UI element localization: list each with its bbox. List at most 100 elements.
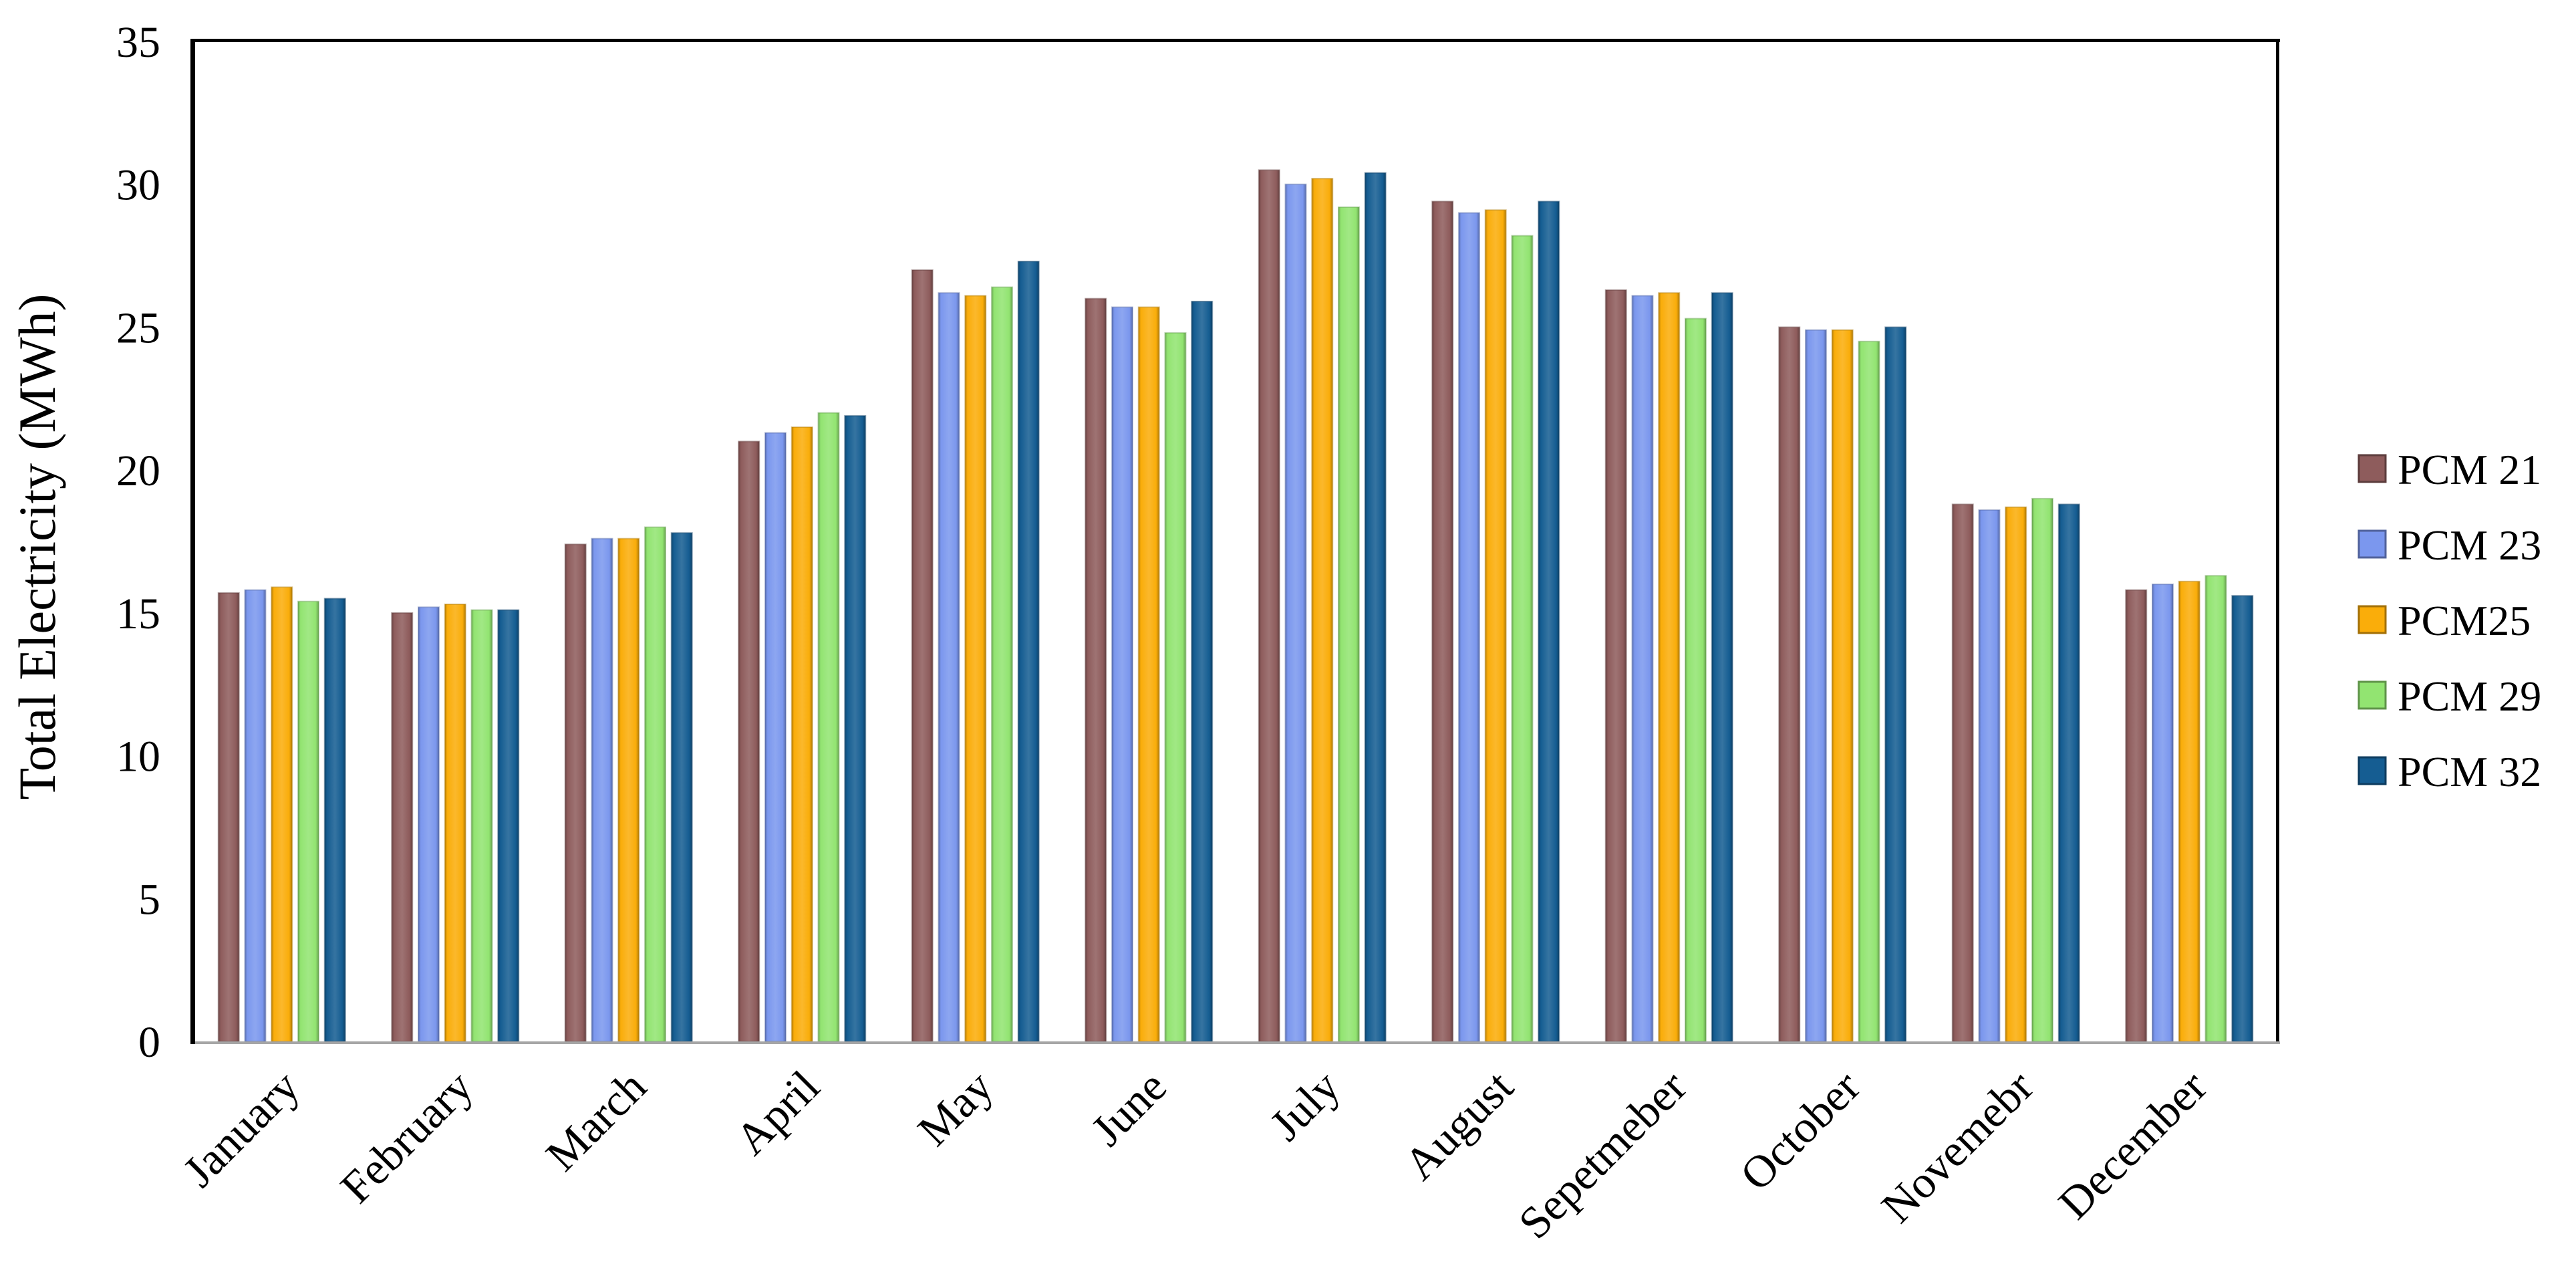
bar-february-pcm-21 [391,612,414,1042]
legend-swatch-pcm-23 [2357,529,2387,559]
bar-february-pcm-32 [497,609,520,1042]
bar-october-pcm-32 [1884,326,1907,1042]
bar-march-pcm-29 [644,526,666,1042]
y-tick-label-35: 35 [116,18,160,67]
bar-june-pcm-23 [1111,306,1133,1042]
bar-novemebr-pcm-23 [1978,509,2001,1042]
y-tick-label-25: 25 [116,303,160,352]
bar-june-pcm-32 [1191,300,1213,1043]
bar-october-pcm-21 [1778,326,1801,1042]
bar-december-pcm-21 [2125,589,2148,1042]
plot-top-border [191,39,2280,42]
plot-right-border [2276,39,2279,1043]
bar-december-pcm-23 [2152,584,2174,1042]
bar-april-pcm-23 [764,432,786,1042]
bar-novemebr-pcm25 [2005,506,2027,1042]
bar-january-pcm-32 [323,598,346,1042]
bar-june-pcm25 [1137,306,1160,1042]
legend-item-pcm25: PCM25 [2357,597,2531,644]
bar-sepetmeber-pcm-29 [1685,318,1707,1042]
legend: PCM 21 PCM 23 PCM25 PCM 29 PCM 32 [2357,446,2541,795]
legend-item-pcm-29: PCM 29 [2357,672,2541,720]
bar-july-pcm-21 [1258,169,1280,1043]
bar-june-pcm-29 [1164,332,1187,1043]
bar-june-pcm-21 [1085,297,1107,1043]
x-axis-label-may: May [908,1061,1003,1156]
y-tick-label-30: 30 [116,161,160,210]
bar-august-pcm25 [1484,209,1507,1042]
legend-item-pcm-21: PCM 21 [2357,446,2541,493]
x-axis-label-january: January [173,1061,309,1196]
x-axis-label-october: October [1730,1061,1870,1200]
bar-novemebr-pcm-32 [2057,503,2080,1042]
bar-january-pcm-23 [244,589,267,1042]
bar-october-pcm-23 [1805,329,1827,1043]
bar-april-pcm-21 [738,440,760,1042]
legend-label-pcm25: PCM25 [2398,597,2531,644]
x-axis-label-august: August [1394,1061,1523,1190]
bar-novemebr-pcm-21 [1951,503,1974,1042]
legend-swatch-pcm25 [2357,605,2387,634]
bar-july-pcm-29 [1338,206,1360,1042]
bar-october-pcm-29 [1858,340,1880,1042]
x-axis-label-march: March [536,1061,656,1180]
legend-label-pcm-23: PCM 23 [2398,521,2541,569]
bar-may-pcm-21 [911,269,934,1043]
bar-august-pcm-29 [1511,235,1534,1042]
legend-label-pcm-29: PCM 29 [2398,672,2541,720]
bar-may-pcm-32 [1017,261,1040,1042]
legend-swatch-pcm-21 [2357,454,2387,483]
bar-july-pcm25 [1311,178,1334,1042]
bar-march-pcm-32 [670,532,693,1042]
x-axis-label-july: July [1260,1061,1350,1150]
x-axis-label-sepetmeber: Sepetmeber [1509,1061,1697,1249]
bar-sepetmeber-pcm-32 [1711,292,1733,1042]
x-axis-line [191,1041,2280,1044]
bar-may-pcm-29 [991,286,1013,1043]
y-axis-line [190,39,195,1044]
legend-item-pcm-23: PCM 23 [2357,521,2541,569]
bar-january-pcm-21 [217,592,240,1042]
bar-april-pcm-29 [817,412,840,1042]
bar-july-pcm-23 [1284,183,1307,1043]
bar-march-pcm25 [617,537,640,1042]
bar-march-pcm-21 [564,543,587,1042]
bar-sepetmeber-pcm25 [1658,292,1681,1042]
bar-august-pcm-21 [1431,201,1454,1042]
bar-february-pcm25 [444,604,466,1042]
legend-swatch-pcm-32 [2357,756,2387,785]
bar-december-pcm-29 [2204,575,2227,1042]
bar-august-pcm-23 [1458,212,1480,1043]
bar-february-pcm-29 [470,609,493,1042]
x-axis-label-april: April [726,1061,829,1164]
bar-january-pcm25 [271,586,293,1042]
x-axis-label-december: December [2049,1061,2217,1229]
legend-label-pcm-21: PCM 21 [2398,446,2541,493]
bar-april-pcm-32 [844,414,867,1042]
bar-october-pcm25 [1831,329,1854,1043]
x-axis-label-february: February [331,1061,482,1213]
legend-label-pcm-32: PCM 32 [2398,748,2541,795]
bar-april-pcm25 [791,426,813,1042]
bar-novemebr-pcm-29 [2031,497,2053,1042]
y-tick-label-0: 0 [138,1018,160,1067]
x-axis-label-june: June [1081,1061,1176,1156]
legend-item-pcm-32: PCM 32 [2357,748,2541,795]
y-tick-label-15: 15 [116,590,160,638]
x-axis-label-novemebr: Novemebr [1872,1061,2043,1233]
y-tick-label-20: 20 [116,447,160,495]
bar-february-pcm-23 [418,606,440,1042]
y-tick-label-10: 10 [116,733,160,781]
y-axis-title: Total Electricity (MWh) [8,294,66,800]
legend-swatch-pcm-29 [2357,680,2387,710]
bar-sepetmeber-pcm-23 [1631,295,1654,1042]
bar-may-pcm-23 [938,292,960,1042]
y-tick-label-5: 5 [138,875,160,924]
bar-december-pcm-32 [2231,595,2254,1042]
bar-may-pcm25 [964,295,987,1042]
bar-december-pcm25 [2178,580,2200,1042]
bar-january-pcm-29 [297,600,319,1042]
bar-sepetmeber-pcm-21 [1604,289,1627,1042]
